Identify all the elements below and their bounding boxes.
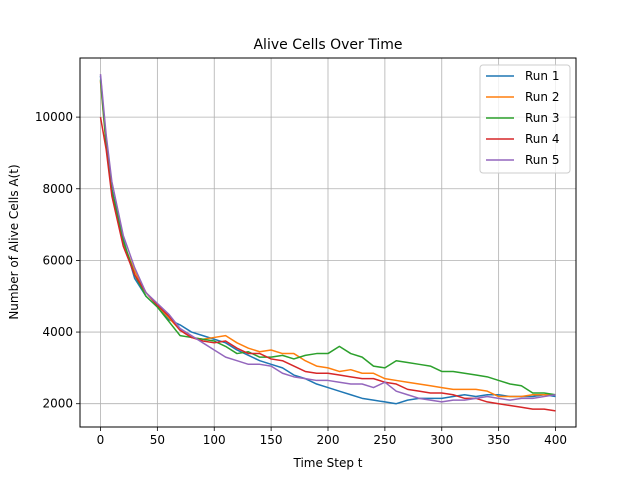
legend-label: Run 3 (525, 111, 559, 125)
y-axis-label: Number of Alive Cells A(t) (7, 164, 21, 319)
legend-label: Run 5 (525, 153, 559, 167)
y-tick-label: 8000 (42, 182, 73, 196)
x-tick-label: 0 (97, 433, 105, 447)
x-tick-label: 350 (487, 433, 510, 447)
series-lines (99, 74, 556, 412)
legend-label: Run 4 (525, 132, 559, 146)
x-tick-label: 200 (317, 433, 340, 447)
x-axis-ticks: 0 50 100 150 200 250 300 350 400 (97, 427, 567, 447)
legend-box (479, 64, 571, 174)
series-line-run-5 (99, 74, 556, 403)
legend-label: Run 2 (525, 90, 559, 104)
x-tick-label: 50 (150, 433, 165, 447)
series-line-run-1 (99, 75, 556, 405)
legend: Run 1 Run 2 Run 3 Run 4 Run 5 (479, 64, 571, 174)
series-line-run-4 (99, 116, 556, 412)
series-line-run-2 (99, 81, 556, 398)
y-tick-label: 2000 (42, 397, 73, 411)
x-tick-label: 150 (260, 433, 283, 447)
legend-label: Run 1 (525, 69, 559, 83)
x-tick-label: 250 (373, 433, 396, 447)
y-tick-label: 4000 (42, 325, 73, 339)
x-tick-label: 400 (544, 433, 567, 447)
y-axis-ticks: 2000 4000 6000 8000 10000 (35, 110, 80, 411)
x-axis-label: Time Step t (292, 456, 362, 470)
y-tick-label: 10000 (35, 110, 73, 124)
chart-title: Alive Cells Over Time (253, 37, 402, 53)
series-line-run-3 (99, 79, 556, 396)
x-tick-label: 100 (203, 433, 226, 447)
y-tick-label: 6000 (42, 253, 73, 267)
x-tick-label: 300 (430, 433, 453, 447)
